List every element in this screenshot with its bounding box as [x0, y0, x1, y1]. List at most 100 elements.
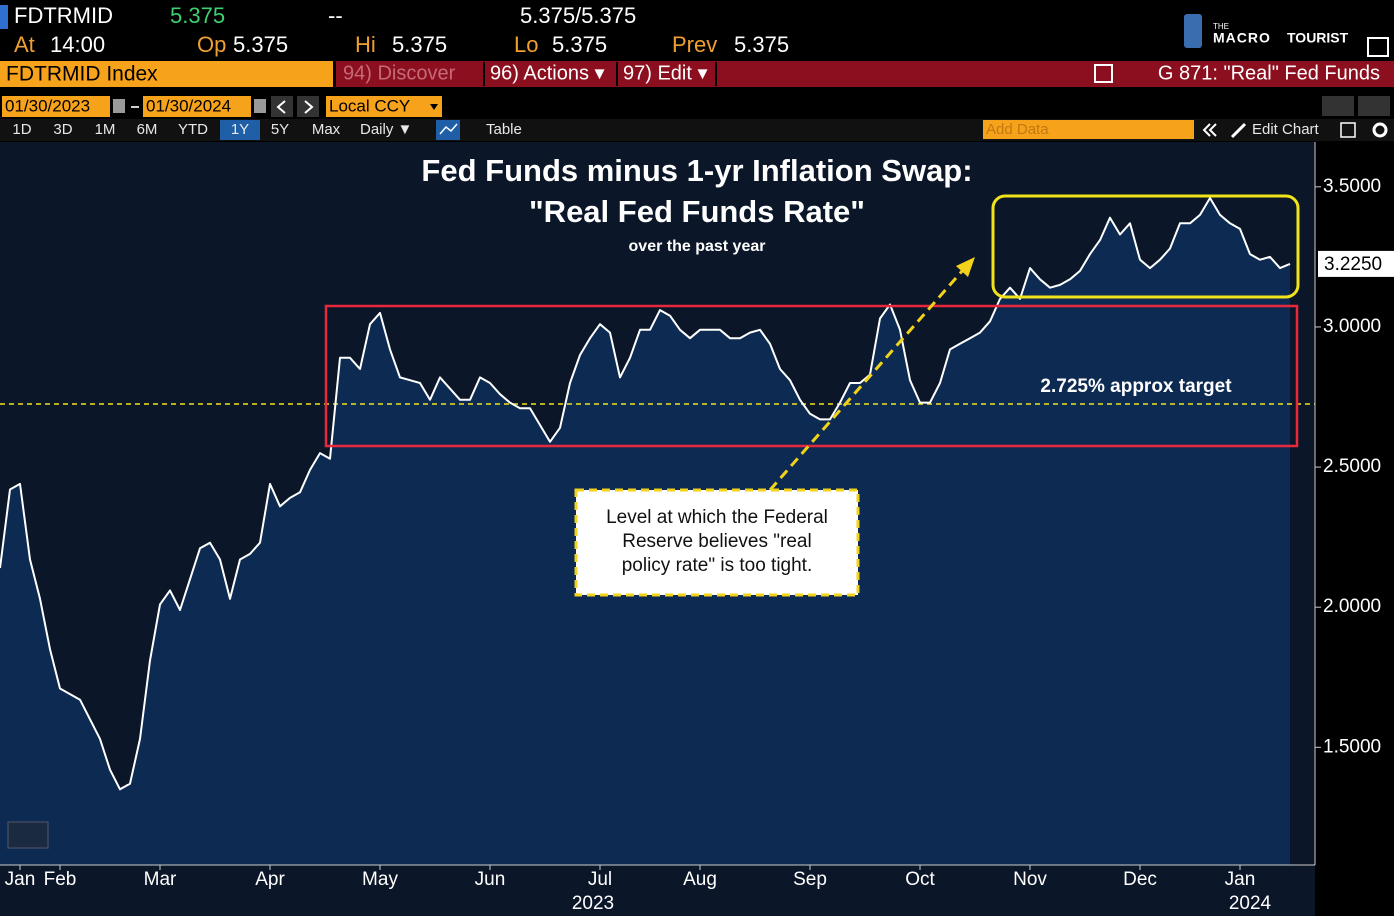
open-label: Op [197, 32, 226, 57]
calendar-icon[interactable] [113, 99, 125, 113]
prev-label: Prev [672, 32, 717, 57]
logo-icon [1184, 14, 1202, 48]
time: 14:00 [50, 32, 105, 57]
edit-chart[interactable]: Edit Chart [1252, 121, 1320, 138]
x-tick-label: Feb [44, 869, 77, 890]
high: 5.375 [392, 32, 447, 57]
period-button[interactable]: 1D [12, 121, 31, 138]
year-label: 2023 [572, 893, 614, 914]
add-data: Add Data [986, 121, 1049, 138]
next-arrow [304, 100, 314, 114]
discover[interactable]: 94) Discover [343, 62, 456, 84]
note-text: policy rate" is too tight. [622, 555, 813, 576]
logo-small: THE [1213, 22, 1229, 31]
prev-arrow [276, 100, 286, 114]
x-tick-label: Sep [793, 869, 827, 890]
period-button[interactable]: 1M [95, 121, 116, 138]
mini-chart-icon[interactable] [7, 821, 49, 849]
chart-title: "Real Fed Funds Rate" [529, 194, 865, 229]
prev: 5.375 [734, 32, 789, 57]
currency-box[interactable] [326, 96, 442, 117]
security: FDTRMID Index [6, 63, 158, 86]
period-selected [220, 120, 260, 140]
low-label: Lo [514, 32, 538, 57]
y-tick-label: 1.5000 [1323, 736, 1381, 757]
chart-title: Fed Funds minus 1-yr Inflation Swap: [421, 153, 972, 188]
period-button[interactable]: YTD [178, 121, 208, 138]
low: 5.375 [552, 32, 607, 57]
next-button[interactable] [297, 96, 319, 117]
last-price: 5.375 [170, 3, 225, 28]
bid-ask: 5.375/5.375 [520, 3, 636, 28]
currency: Local CCY [329, 96, 410, 115]
start-date-box[interactable] [2, 96, 110, 117]
note-box [574, 488, 860, 597]
x-tick-label: Jun [475, 869, 506, 890]
note-text: Level at which the Federal [606, 507, 828, 528]
last-value-label: 3.2250 [1324, 254, 1382, 275]
add-data-box[interactable] [983, 120, 1194, 139]
change: -- [328, 3, 343, 28]
x-tick-label: Oct [905, 869, 935, 890]
target-label: 2.725% approx target [1040, 376, 1232, 397]
table[interactable]: Table [486, 121, 522, 138]
y-tick-label: 3.0000 [1323, 316, 1381, 337]
range-box [324, 304, 1299, 448]
arrow-head [956, 257, 975, 277]
x-tick-label: May [362, 869, 398, 890]
popout-icon[interactable] [1367, 37, 1389, 57]
collapse-icon[interactable] [1202, 123, 1217, 137]
highlight-box [991, 194, 1300, 299]
actions[interactable]: 96) Actions ▾ [490, 62, 605, 84]
chart-type-button[interactable] [436, 120, 460, 140]
frequency[interactable]: Daily ▼ [360, 121, 412, 138]
y-tick-label: 3.5000 [1323, 176, 1381, 197]
settings-icon[interactable] [1340, 122, 1356, 138]
chart-type-icon [439, 123, 458, 135]
period-button[interactable]: 1Y [231, 121, 249, 138]
note-text: Reserve believes "real [622, 531, 811, 552]
ticker-marker [0, 5, 8, 29]
x-tick-label: Apr [255, 869, 285, 890]
y-tick-label: 2.5000 [1323, 456, 1381, 477]
x-tick-label: Jan [1225, 869, 1256, 890]
security-box[interactable] [0, 61, 333, 87]
x-tick-label: Mar [144, 869, 177, 890]
y-tick-label: 2.0000 [1323, 596, 1381, 617]
high-label: Hi [355, 32, 376, 57]
period-button[interactable]: 3D [53, 121, 72, 138]
chart-name: G 871: "Real" Fed Funds [1158, 62, 1380, 84]
edit[interactable]: 97) Edit ▾ [623, 62, 708, 84]
menu-bar [336, 61, 1394, 87]
gear-icon[interactable] [1372, 122, 1388, 138]
end-date: 01/30/2024 [146, 96, 231, 115]
year-label: 2024 [1229, 893, 1272, 914]
ticker: FDTRMID [14, 3, 113, 28]
last-value-box [1318, 250, 1394, 277]
chart-subtitle: over the past year [629, 238, 766, 255]
dropdown-arrow [430, 104, 438, 110]
open: 5.375 [233, 32, 288, 57]
calendar-icon[interactable] [254, 99, 266, 113]
prev-button[interactable] [271, 96, 293, 117]
logo-a: MACRO [1213, 30, 1271, 46]
series-line [0, 197, 1291, 791]
undo-button[interactable] [1322, 96, 1354, 116]
redo-button[interactable] [1358, 96, 1390, 116]
export-icon[interactable] [1094, 64, 1113, 83]
arrow [768, 269, 965, 491]
start-date: 01/30/2023 [5, 96, 90, 115]
period-button[interactable]: 6M [137, 121, 158, 138]
x-tick-label: Jul [588, 869, 612, 890]
period-button[interactable]: Max [312, 121, 341, 138]
pencil-icon [1230, 122, 1247, 139]
logo-b: TOURIST [1287, 30, 1349, 46]
x-tick-label: Dec [1123, 869, 1157, 890]
x-tick-label: Nov [1013, 869, 1047, 890]
time-label: At [14, 32, 35, 57]
x-tick-label: Aug [683, 869, 717, 890]
x-tick-label: Jan [5, 869, 36, 890]
period-button[interactable]: 5Y [271, 121, 289, 138]
end-date-box[interactable] [143, 96, 251, 117]
